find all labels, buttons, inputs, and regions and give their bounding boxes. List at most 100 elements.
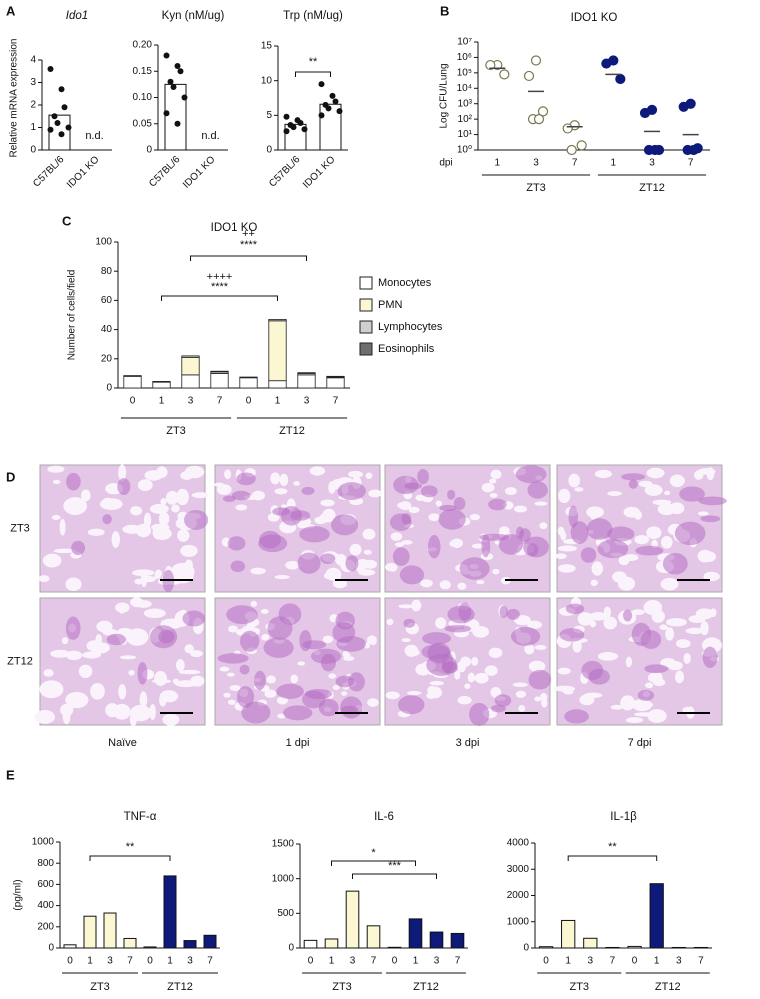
bar — [303, 939, 318, 949]
legend-label: Lymphocytes — [378, 321, 443, 333]
infiltrate — [635, 545, 664, 556]
airspace — [476, 580, 485, 585]
airspace — [369, 698, 377, 707]
airspace — [328, 481, 336, 494]
airspace — [634, 534, 650, 545]
airspace — [309, 466, 326, 476]
x-tick-label: 1 — [159, 396, 165, 407]
x-tick-label: 3 — [187, 956, 193, 967]
airspace — [597, 651, 618, 661]
x-tick-label: 7 — [371, 956, 377, 967]
data-point — [530, 55, 542, 66]
airspace — [394, 542, 405, 547]
x-tick-label: 3 — [676, 956, 682, 967]
airspace — [52, 479, 61, 484]
data-point — [301, 126, 308, 133]
airspace — [274, 575, 290, 580]
infiltrate — [272, 507, 290, 516]
airspace — [589, 620, 597, 628]
x-tick-label: 3 — [533, 158, 539, 169]
airspace — [341, 691, 348, 696]
bar — [649, 883, 664, 949]
data-point — [174, 63, 181, 69]
airspace — [264, 689, 277, 698]
infiltrate — [276, 683, 304, 700]
airspace — [428, 513, 440, 522]
airspace — [322, 635, 334, 644]
airspace — [490, 687, 502, 698]
x-tick-label: 0 — [147, 956, 153, 967]
data-point — [329, 92, 336, 99]
x-tick-label: 7 — [688, 158, 694, 169]
infiltrate — [640, 630, 662, 649]
airspace — [328, 673, 337, 679]
infiltrate — [498, 533, 524, 555]
data-point — [290, 124, 297, 131]
data-point — [163, 110, 170, 117]
infiltrate — [137, 661, 148, 685]
bar — [319, 103, 342, 151]
y-tick-label: 4000 — [507, 838, 530, 849]
airspace — [534, 696, 541, 702]
airspace — [332, 684, 340, 691]
airspace — [574, 487, 584, 492]
histology-image — [555, 464, 727, 593]
airspace — [390, 532, 403, 541]
airspace — [184, 644, 195, 654]
airspace — [66, 692, 87, 703]
infiltrate — [565, 603, 585, 614]
x-tick-label: 0 — [632, 956, 638, 967]
infiltrate — [421, 644, 450, 660]
data-point — [170, 84, 177, 90]
infiltrate — [459, 557, 490, 580]
group-label: ZT12 — [655, 981, 681, 993]
airspace — [682, 706, 693, 714]
infiltrate — [698, 496, 727, 506]
chart-title: IL-1β — [610, 811, 637, 823]
x-tick-label: IDO1 KO — [65, 154, 102, 191]
bar-segment — [210, 372, 229, 389]
airspace — [165, 490, 179, 505]
airspace — [457, 696, 472, 705]
airspace — [607, 491, 622, 497]
infiltrate — [420, 485, 438, 498]
airspace — [227, 699, 236, 705]
airspace — [134, 578, 144, 585]
x-tick-label: 7 — [333, 396, 339, 407]
infiltrate — [65, 616, 81, 640]
airspace — [456, 661, 466, 673]
airspace — [675, 639, 691, 649]
infiltrate — [490, 704, 506, 713]
infiltrate — [335, 611, 355, 630]
y-tick-label: 15 — [261, 41, 273, 52]
airspace — [62, 709, 71, 725]
bar-segment — [268, 318, 287, 322]
y-tick-label: 0.15 — [133, 66, 153, 77]
data-point — [336, 108, 343, 115]
airspace — [693, 470, 704, 480]
airspace — [646, 526, 662, 540]
bar — [538, 946, 554, 949]
data-point — [47, 66, 54, 72]
data-point — [58, 131, 65, 138]
y-tick-label: 1000 — [507, 916, 530, 927]
airspace — [65, 577, 82, 592]
data-point — [181, 94, 188, 101]
bar — [693, 946, 709, 949]
airspace — [362, 528, 376, 540]
infiltrate — [644, 664, 669, 674]
airspace — [50, 649, 71, 658]
airspace — [175, 659, 185, 672]
airspace — [590, 579, 598, 587]
infiltrate — [182, 610, 206, 627]
airspace — [87, 528, 105, 536]
x-tick-label: IDO1 KO — [181, 154, 218, 191]
infiltrate — [499, 605, 508, 618]
infiltrate — [230, 560, 246, 572]
airspace — [632, 698, 652, 712]
bar-segment — [239, 377, 258, 389]
airspace — [439, 580, 451, 590]
y-tick-label: 10¹ — [458, 129, 473, 140]
airspace — [384, 563, 398, 572]
y-tick-label: 0.10 — [133, 92, 153, 103]
